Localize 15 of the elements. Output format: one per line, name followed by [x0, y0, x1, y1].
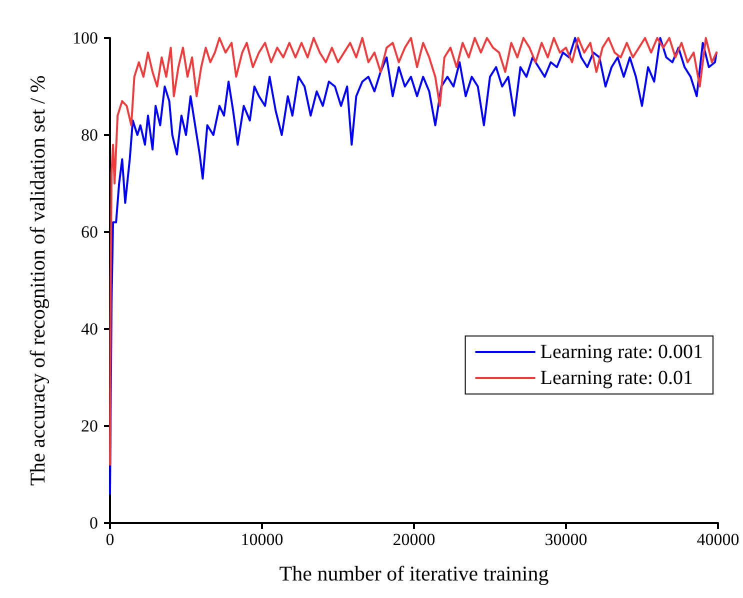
- y-tick-label: 0: [90, 514, 98, 532]
- y-tick-label: 40: [81, 320, 98, 338]
- legend-label: Learning rate: 0.001: [540, 341, 704, 363]
- x-tick-label: 40000: [696, 530, 740, 549]
- legend-label: Learning rate: 0.01: [540, 367, 694, 389]
- y-tick-label: 60: [81, 222, 98, 242]
- x-tick-label: 20000: [392, 530, 436, 549]
- x-tick-label: 0: [106, 530, 114, 549]
- x-tick-label: 10000: [240, 530, 284, 549]
- x-axis-title: The number of iterative training: [279, 562, 550, 586]
- y-axis-title: The accuracy of recognition of validation set / %: [26, 75, 50, 486]
- x-tick-label: 30000: [544, 530, 588, 549]
- y-tick-label: 80: [81, 126, 98, 144]
- y-tick-label: 20: [81, 416, 98, 436]
- y-tick-label: 100: [72, 28, 98, 48]
